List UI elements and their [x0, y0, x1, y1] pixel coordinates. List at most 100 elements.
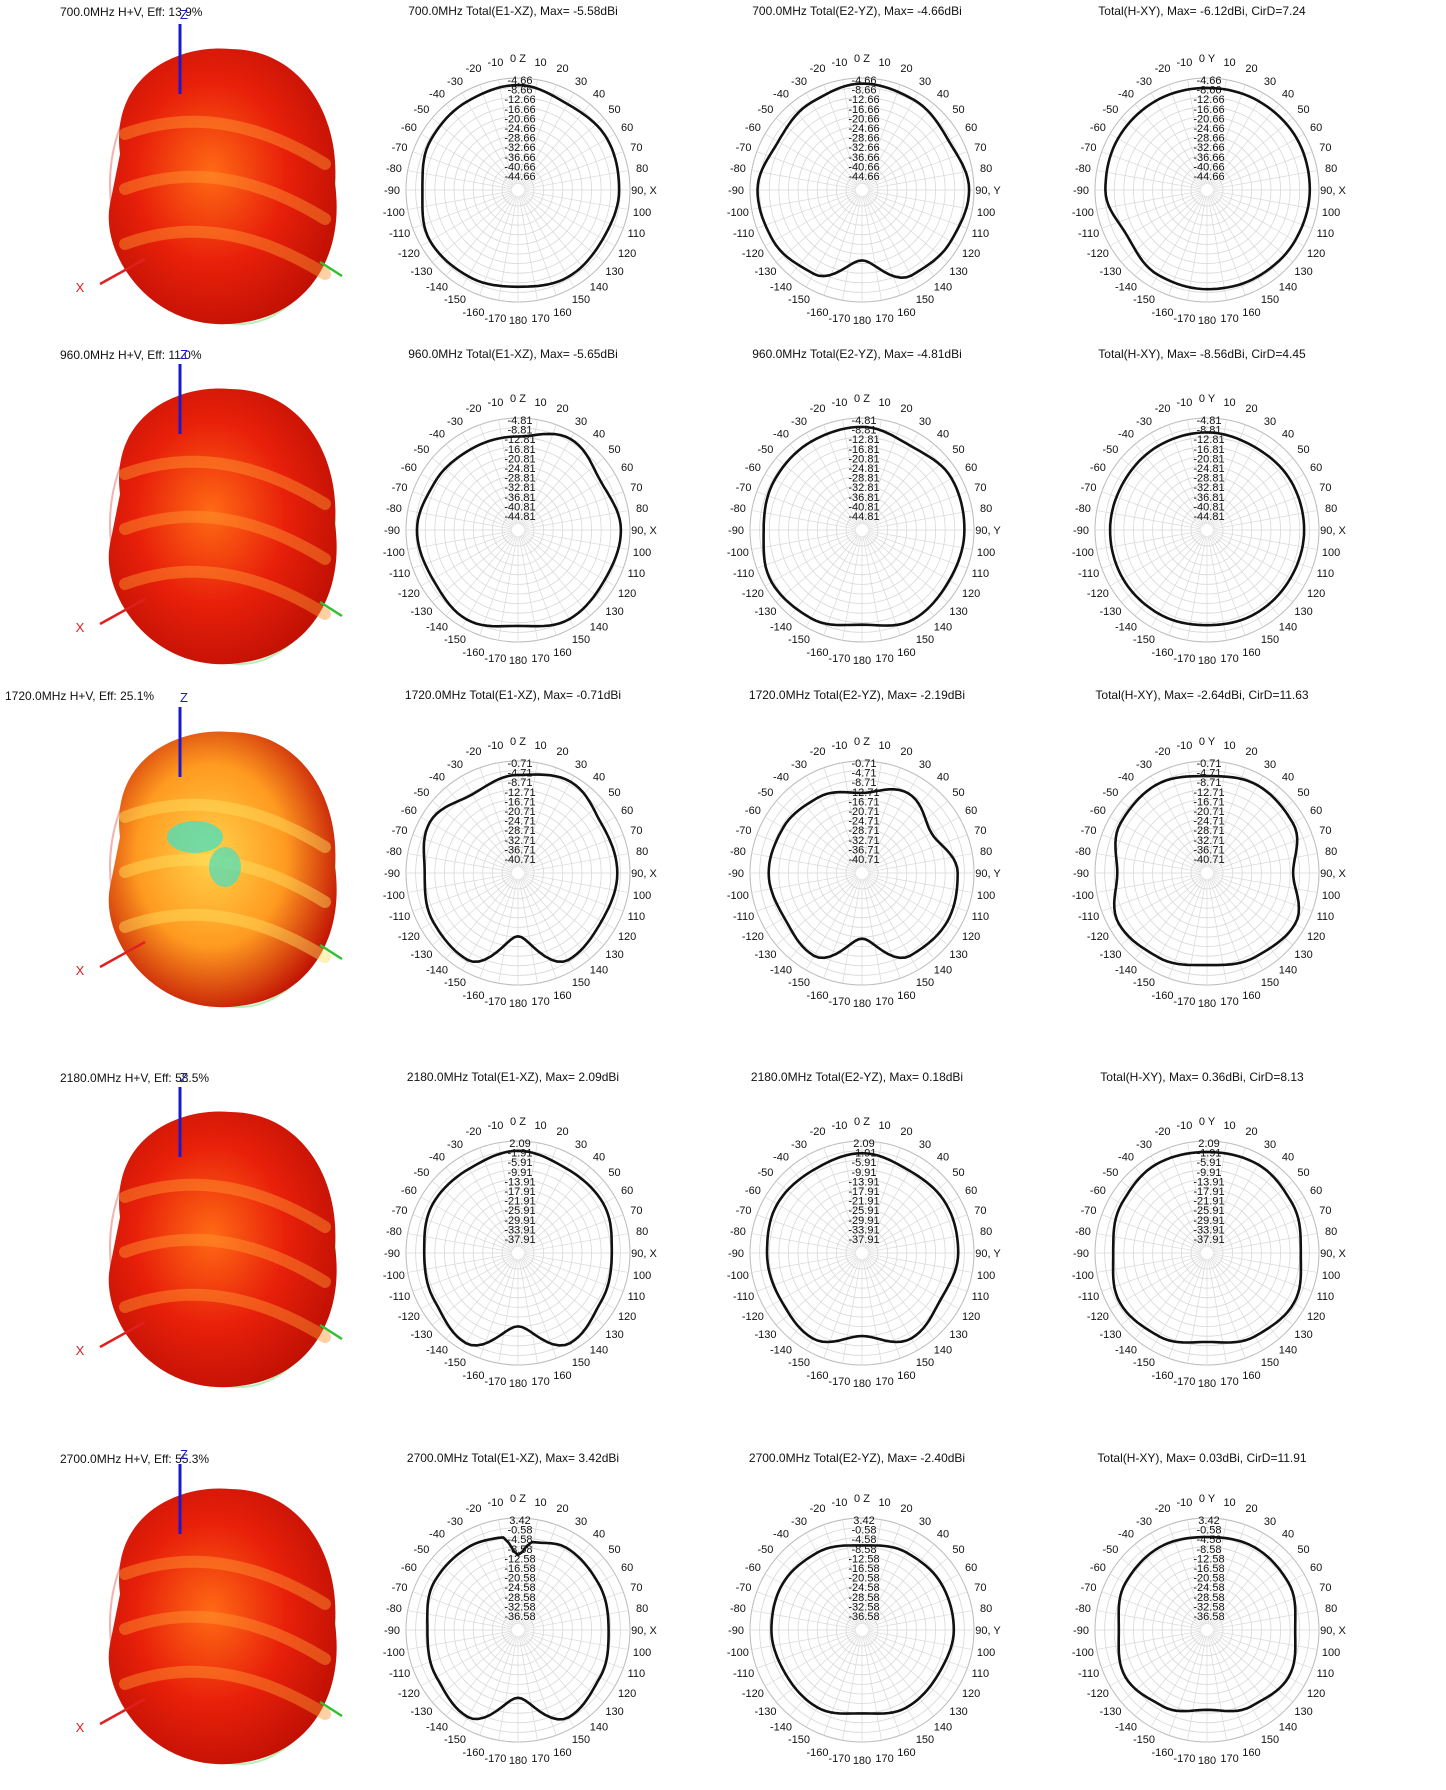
polar-ring-label: -36.66	[504, 152, 535, 164]
polar-grid-spoke	[521, 1166, 591, 1249]
polar-angle-label: -110	[733, 568, 754, 580]
polar-angle-label: -170	[484, 1753, 506, 1765]
polar-grid-spoke	[1210, 1257, 1280, 1340]
radiation-3d-view: 1720.0MHz H+V, Eff: 25.1% Z X	[5, 689, 343, 1008]
polar-grid-spoke	[1168, 195, 1206, 296]
polar-grid-spoke	[867, 1255, 960, 1310]
polar-grid-spoke	[498, 1258, 518, 1364]
polar-ring-label: -40.81	[1193, 501, 1224, 513]
polar-angle-label: -40	[773, 428, 789, 440]
polar-grid-spoke	[1120, 533, 1203, 603]
polar-title: 1720.0MHz Total(E1-XZ), Max= -0.71dBi	[405, 688, 621, 702]
polar-grid-spoke	[522, 1633, 605, 1703]
polar-angle-label: -70	[1081, 1205, 1097, 1217]
polar-grid-spoke	[520, 1155, 575, 1248]
polar-angle-label: 140	[1279, 1345, 1297, 1357]
freq-title: 700.0MHz H+V, Eff: 13.9%	[60, 5, 203, 19]
polar-angle-label: 60	[965, 1562, 977, 1574]
polar-grid-spoke	[518, 1142, 538, 1248]
polar-ring-label: -36.81	[1193, 492, 1224, 504]
polar-grid-spoke	[1207, 762, 1227, 868]
polar-angle-label: -20	[466, 403, 482, 415]
polar-angle-label: -70	[736, 482, 752, 494]
polar-angle-label: 30	[1264, 1516, 1276, 1528]
polar-grid-spoke	[867, 190, 973, 210]
polar-angle-label: -100	[1072, 207, 1094, 219]
polar-angle-label: 100	[633, 1647, 651, 1659]
polar-ring-label: -12.66	[504, 94, 535, 106]
polar-angle-label: -90	[384, 868, 400, 880]
polar-angle-label: -70	[1081, 1582, 1097, 1594]
polar-angle-label: -90	[1073, 868, 1089, 880]
polar-angle-label: -60	[745, 805, 761, 817]
polar-grid-spoke	[518, 878, 538, 984]
polar-ring-label: -9.91	[507, 1167, 532, 1179]
polar-angle-label: -140	[770, 622, 792, 634]
polar-ring-label: -12.58	[1193, 1553, 1224, 1565]
polar-ring-label: -8.71	[507, 777, 532, 789]
polar-angle-label: -140	[426, 282, 448, 294]
polar-grid-spoke	[498, 195, 518, 301]
polar-grid-spoke	[521, 1634, 591, 1717]
polar-ring-label: -28.58	[1193, 1592, 1224, 1604]
polar-grid-spoke	[1208, 535, 1246, 636]
polar-grid-spoke	[1134, 443, 1204, 526]
polar-grid-spoke	[865, 194, 935, 277]
polar-grid-spoke	[1212, 873, 1318, 893]
polar-grid-spoke	[518, 1635, 538, 1741]
polar-angle-label: -110	[1078, 911, 1099, 923]
polar-angle-label: 160	[1242, 647, 1260, 659]
polar-angle-label: 50	[952, 444, 964, 456]
polar-angle-label: 40	[937, 1151, 949, 1163]
polar-grid-spoke	[461, 1155, 516, 1248]
polar-angle-label: -70	[1081, 825, 1097, 837]
polar-angle-label: 180	[1198, 1755, 1216, 1767]
polar-ring-label: 3.42	[1198, 1515, 1219, 1527]
polar-grid-spoke	[863, 535, 901, 636]
polar-angle-label: -90	[728, 525, 744, 537]
polar-angle-label: 180	[1198, 1378, 1216, 1390]
polar-grid-spoke	[823, 767, 861, 868]
polar-plot: 700.0MHz Total(E1-XZ), Max= -5.58dBi 0 Z 1…	[383, 4, 658, 327]
polar-angle-label: 140	[590, 965, 608, 977]
polar-grid-spoke	[420, 1573, 513, 1628]
polar-grid-spoke	[751, 510, 857, 530]
polar-ring-label: -28.58	[848, 1592, 879, 1604]
polar-grid-spoke	[756, 491, 857, 529]
polar-grid-spoke	[523, 170, 629, 190]
polar-angle-label: 100	[977, 1647, 995, 1659]
polar-ring-label: -8.71	[1196, 777, 1221, 789]
polar-angle-label: 20	[556, 1126, 568, 1138]
polar-grid-spoke	[1209, 535, 1264, 628]
polar-grid-spoke	[498, 1635, 518, 1741]
polar-angle-label: -170	[828, 653, 850, 665]
polar-grid-spoke	[407, 510, 513, 530]
blob-null-region	[167, 821, 223, 853]
polar-ring-label: -36.58	[504, 1611, 535, 1623]
polar-grid-spoke	[1101, 834, 1202, 872]
polar-angle-label: 90, X	[1320, 1248, 1346, 1260]
polar-grid-spoke	[523, 1630, 629, 1650]
polar-angle-label: 110	[1317, 568, 1335, 580]
polar-ring-label: -24.71	[848, 816, 879, 828]
polar-angle-label: -120	[742, 588, 764, 600]
polar-ring-label: -40.71	[504, 854, 535, 866]
polar-angle-label: -130	[1099, 266, 1121, 278]
polar-angle-label: 50	[1297, 1167, 1309, 1179]
polar-angle-label: 100	[633, 1270, 651, 1282]
polar-trace	[421, 83, 621, 289]
polar-grid-spoke	[864, 432, 919, 525]
polar-angle-label: -40	[429, 1151, 445, 1163]
polar-angle-label-0: 0 Z	[854, 1493, 870, 1505]
polar-title: Total(H-XY), Max= -2.64dBi, CirD=11.63	[1095, 688, 1309, 702]
polar-grid-spoke	[521, 443, 591, 526]
polar-grid-spoke	[1096, 170, 1202, 190]
polar-angle-label: 90, X	[1320, 185, 1346, 197]
polar-angle-label: -170	[828, 1753, 850, 1765]
polar-angle-label: 110	[628, 911, 646, 923]
polar-angle-label: 10	[878, 1120, 890, 1132]
z-axis-label: Z	[180, 1070, 188, 1085]
polar-angle-label: -170	[1173, 653, 1195, 665]
polar-angle-label: 180	[1198, 315, 1216, 327]
polar-angle-label: -20	[1155, 746, 1171, 758]
